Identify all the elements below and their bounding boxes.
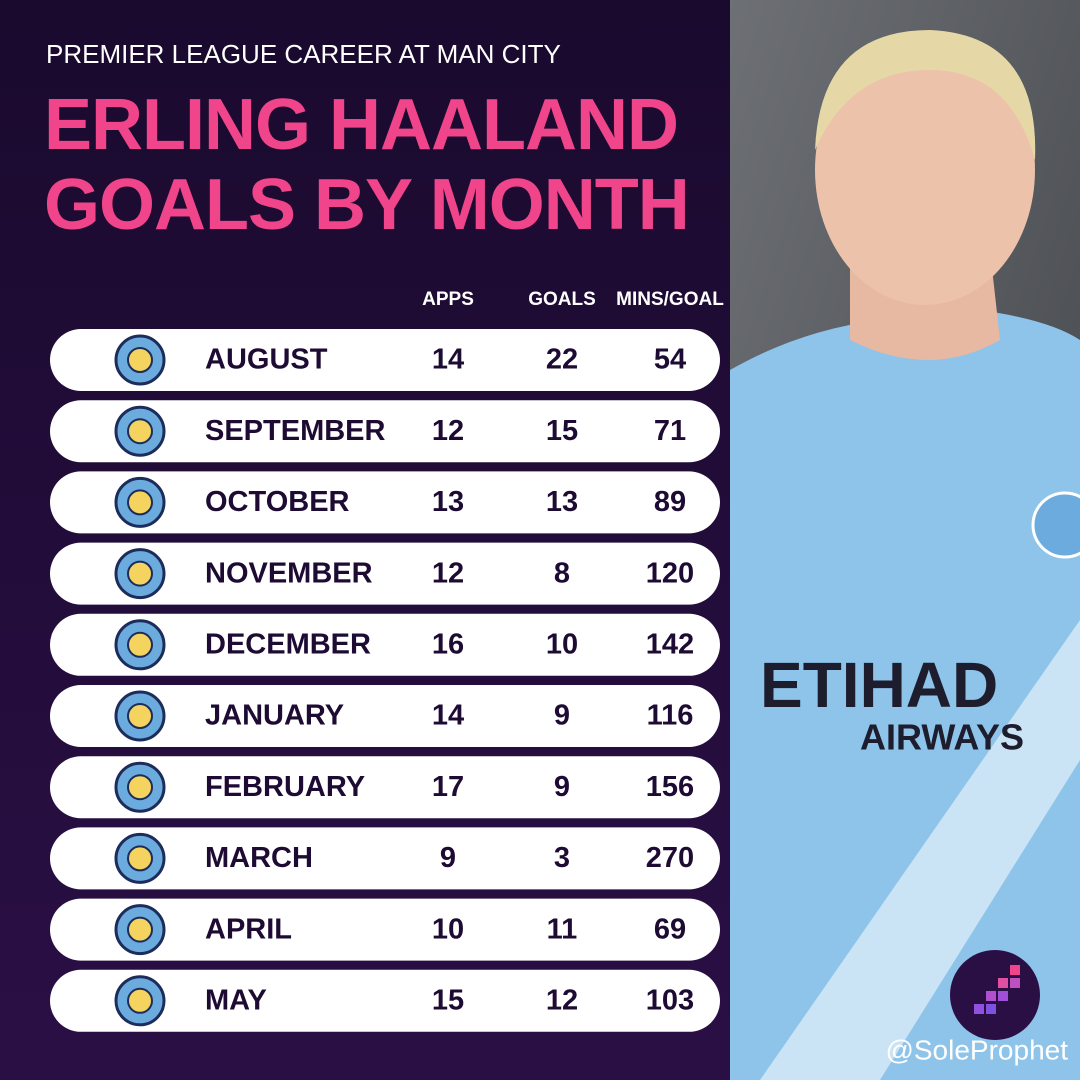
month: AUGUST	[205, 344, 328, 376]
club-badge-inner	[127, 489, 153, 516]
stat: 270	[646, 842, 694, 874]
stat: 89	[654, 486, 686, 518]
stat: 13	[432, 486, 464, 518]
stat: 14	[432, 700, 464, 732]
table: APPS GOALS MINS/GOAL AUGUST 14 22 54 SEPTEMBER 1…	[50, 289, 724, 1032]
subtitle: PREMIER LEAGUE CAREER AT MAN CITY	[46, 39, 561, 69]
month: FEBRUARY	[205, 771, 365, 803]
month: MARCH	[205, 842, 313, 874]
month: DECEMBER	[205, 628, 371, 660]
stat: 3	[554, 842, 570, 874]
stat: 9	[554, 700, 570, 732]
stat: 120	[646, 557, 694, 589]
month: SEPTEMBER	[205, 415, 386, 447]
stat: 69	[654, 913, 686, 945]
title-line: GOALS BY MONTH	[44, 165, 689, 245]
month: JANUARY	[205, 700, 344, 732]
club-badge-inner	[127, 987, 153, 1014]
stat: 11	[547, 913, 578, 945]
stat: 142	[646, 628, 694, 660]
stat: 156	[646, 771, 694, 803]
column-header: MINS/GOAL	[616, 289, 724, 310]
column-header: GOALS	[528, 289, 596, 310]
club-badge-inner	[127, 845, 153, 872]
row-pill	[50, 756, 720, 819]
stat: 22	[546, 344, 578, 376]
row-pill	[50, 400, 720, 463]
club-badge-inner	[127, 347, 153, 373]
row-pill	[50, 969, 720, 1032]
stat: 54	[654, 344, 686, 376]
club-badge-inner	[127, 703, 153, 729]
row-pill	[50, 329, 720, 391]
stat: 9	[440, 842, 456, 874]
svg-text:ETIHAD: ETIHAD	[760, 649, 998, 721]
stat: 15	[432, 984, 464, 1016]
club-badge-inner	[127, 916, 153, 943]
logo	[950, 950, 1040, 1040]
stat: 103	[646, 984, 694, 1016]
stat: 17	[432, 771, 464, 803]
title-line: ERLING HAALAND	[44, 85, 678, 165]
watermark: @SoleProphet	[885, 1034, 1068, 1065]
player-photo: ETIHAD AIRWAYS	[730, 0, 1080, 1080]
stat: 15	[546, 415, 578, 447]
stat: 9	[554, 771, 570, 803]
stat: 71	[654, 415, 686, 447]
club-badge-inner	[127, 418, 153, 445]
stat: 14	[432, 344, 464, 376]
row-pill	[50, 898, 720, 961]
stat: 116	[647, 700, 694, 732]
month: MAY	[205, 984, 267, 1016]
column-header: APPS	[422, 289, 474, 310]
row-pill	[50, 685, 720, 747]
stat: 12	[546, 984, 578, 1016]
club-badge-inner	[127, 774, 153, 801]
stat: 12	[432, 415, 464, 447]
row-pill	[50, 613, 720, 676]
row-pill	[50, 471, 720, 534]
stat: 10	[432, 913, 464, 945]
svg-text:AIRWAYS: AIRWAYS	[860, 717, 1024, 758]
row-pill	[50, 542, 720, 605]
club-badge-inner	[127, 631, 153, 658]
stat: 13	[546, 486, 578, 518]
row-pill	[50, 827, 720, 890]
month: NOVEMBER	[205, 557, 373, 589]
month: OCTOBER	[205, 486, 350, 518]
stat: 8	[554, 557, 570, 589]
stat: 12	[432, 557, 464, 589]
month: APRIL	[205, 913, 292, 945]
stat: 10	[546, 628, 578, 660]
club-badge-inner	[127, 560, 153, 587]
stat: 16	[432, 628, 464, 660]
